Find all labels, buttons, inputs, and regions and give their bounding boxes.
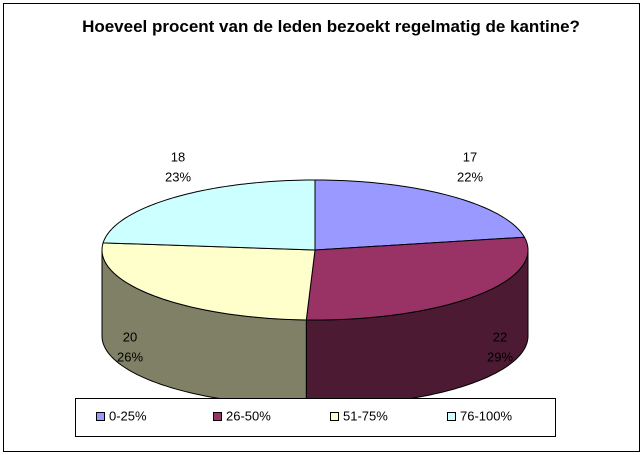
percent-label: 26% [117, 349, 143, 364]
data-label: 20 [123, 329, 137, 344]
data-label: 22 [493, 329, 507, 344]
legend-swatch [96, 412, 105, 421]
pie-slice [314, 179, 526, 251]
legend-swatch [330, 412, 339, 421]
pie-slice [102, 179, 316, 251]
legend-swatch [447, 412, 456, 421]
chart-title: Hoeveel procent van de leden bezoekt reg… [82, 17, 580, 36]
legend-label: 26-50% [226, 408, 271, 423]
percent-label: 22% [457, 169, 483, 184]
pie-slice [305, 236, 529, 321]
percent-label: 23% [165, 169, 191, 184]
legend-label: 0-25% [109, 408, 147, 423]
legend-label: 51-75% [343, 408, 388, 423]
legend-label: 76-100% [460, 408, 512, 423]
legend-swatch [213, 412, 222, 421]
percent-label: 29% [487, 349, 513, 364]
data-label: 18 [171, 149, 185, 164]
legend-box [75, 398, 556, 437]
data-label: 17 [463, 149, 477, 164]
pie-slice [101, 242, 316, 321]
